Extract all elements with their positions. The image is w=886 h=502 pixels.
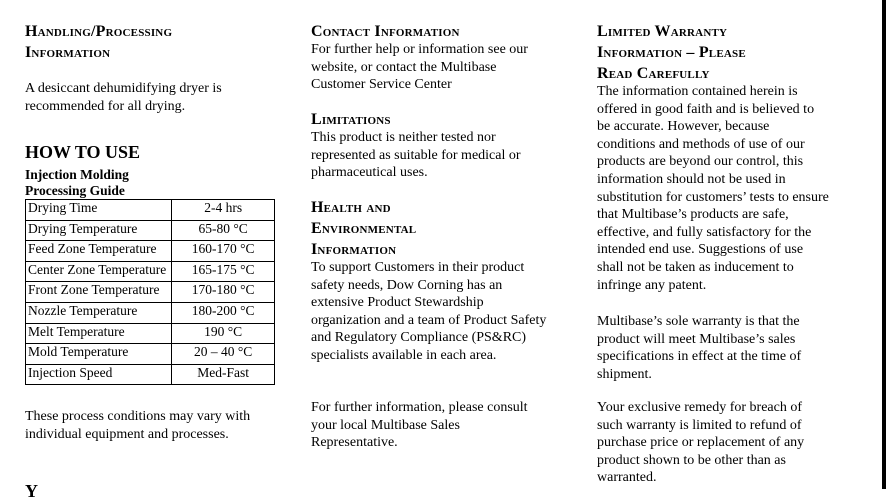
table-row: Drying Time 2-4 hrs xyxy=(24,199,275,221)
parameter-value: 170-180 °C xyxy=(171,281,275,303)
parameter-value: 160-170 °C xyxy=(171,240,275,262)
handling-heading: Handling/Processing Information xyxy=(25,21,172,63)
parameter-value: 180-200 °C xyxy=(171,301,275,324)
further-info-text: For further information, please consult … xyxy=(311,400,528,451)
processing-table: Drying Time 2-4 hrs Drying Temperature 65-8… xyxy=(24,199,275,386)
heading-line: Health and xyxy=(311,199,391,216)
heading-line: Limited Warranty xyxy=(597,23,728,40)
how-to-use-heading: HOW TO USE xyxy=(25,142,141,162)
guide-title: Injection Molding Processing Guide xyxy=(25,167,129,198)
table-row: Feed Zone Temperature 160-170 °C xyxy=(24,240,275,262)
warranty-text-2: Multibase’s sole warranty is that the pr… xyxy=(597,314,802,382)
table-row: Mold Temperature 20 – 40 °C xyxy=(24,343,275,365)
health-heading: Health and Environmental Information xyxy=(311,197,416,260)
parameter-value: 190 °C xyxy=(171,322,275,345)
limitations-heading: Limitations xyxy=(311,111,391,128)
handling-text: A desiccant dehumidifying dryer is recom… xyxy=(25,81,222,114)
parameter-name: Nozzle Temperature xyxy=(24,301,173,324)
parameter-name: Drying Time xyxy=(24,199,173,221)
warranty-text-3: Your exclusive remedy for breach of such… xyxy=(597,400,805,486)
heading-line: Environmental xyxy=(311,220,417,237)
parameter-name: Drying Temperature xyxy=(24,219,173,242)
contact-heading: Contact Information xyxy=(311,23,460,40)
guide-title-line: Injection Molding xyxy=(25,167,129,182)
warranty-heading: Limited Warranty Information – Please Re… xyxy=(597,21,746,84)
parameter-value: 20 – 40 °C xyxy=(171,343,275,365)
process-note: These process conditions may vary with i… xyxy=(25,409,251,442)
heading-line: Information xyxy=(25,44,111,61)
table-row: Center Zone Temperature 165-175 °C xyxy=(24,260,275,283)
limitations-text: This product is neither tested nor repre… xyxy=(311,130,521,181)
contact-text: For further help or information see our … xyxy=(311,42,528,93)
heading-line: Handling/Processing xyxy=(25,23,173,40)
table-row: Front Zone Temperature 170-180 °C xyxy=(24,281,275,303)
heading-line: Information xyxy=(311,241,397,258)
heading-line: Read Carefully xyxy=(597,65,710,82)
table-row: Drying Temperature 65-80 °C xyxy=(24,219,275,242)
parameter-value: 2-4 hrs xyxy=(171,199,275,221)
parameter-name: Injection Speed xyxy=(24,363,173,386)
warranty-text-1: The information contained herein is offe… xyxy=(597,84,829,293)
parameter-name: Front Zone Temperature xyxy=(24,281,173,303)
guide-title-line: Processing Guide xyxy=(25,182,125,198)
page-edge xyxy=(882,0,886,489)
table-row: Injection Speed Med-Fast xyxy=(24,363,275,386)
health-text: To support Customers in their product sa… xyxy=(311,260,547,363)
cut-off-text: Y xyxy=(25,481,38,501)
parameter-name: Melt Temperature xyxy=(24,322,173,345)
parameter-value: 165-175 °C xyxy=(171,260,275,283)
parameter-value: Med-Fast xyxy=(171,363,275,386)
table-row: Nozzle Temperature 180-200 °C xyxy=(24,301,275,324)
parameter-value: 65-80 °C xyxy=(171,219,275,242)
table-row: Melt Temperature 190 °C xyxy=(24,322,275,345)
parameter-name: Feed Zone Temperature xyxy=(24,240,173,262)
parameter-name: Center Zone Temperature xyxy=(24,260,173,283)
parameter-name: Mold Temperature xyxy=(24,343,173,365)
heading-line: Information – Please xyxy=(597,44,746,61)
